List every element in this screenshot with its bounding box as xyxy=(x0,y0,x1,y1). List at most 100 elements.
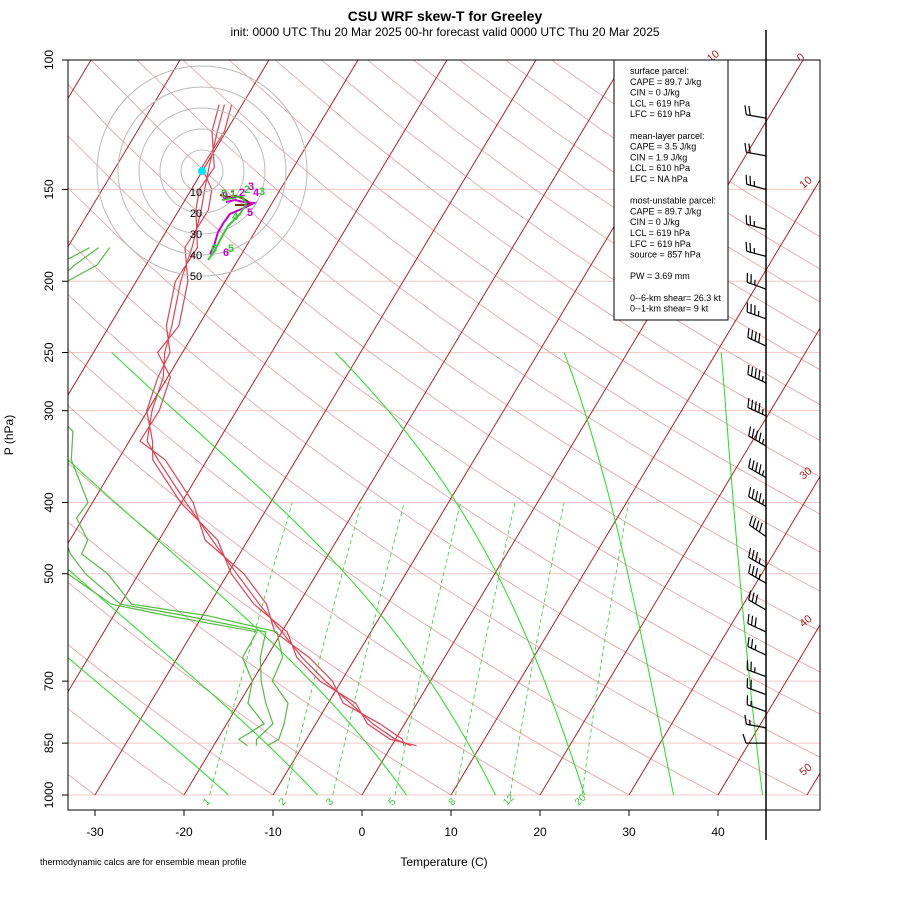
wind-barb-shaft xyxy=(747,646,767,656)
wind-barb-shaft xyxy=(747,687,767,696)
mixing-ratio-label: 5 xyxy=(386,796,398,808)
plot-frame xyxy=(67,59,821,811)
wind-barb-flag xyxy=(749,515,753,526)
stats-line: LCL = 610 hPa xyxy=(630,163,690,173)
wind-barb-flag xyxy=(754,617,757,627)
dry-adiabat-line xyxy=(182,60,820,515)
y-tick-label: 700 xyxy=(42,671,56,691)
wind-barb-flag xyxy=(755,462,759,472)
wind-barb-half-flag xyxy=(761,409,764,415)
mixing-ratio-line xyxy=(581,502,629,796)
wind-barb xyxy=(747,613,767,633)
wind-barb-shaft xyxy=(747,669,767,678)
mixing-ratio-line xyxy=(455,502,516,796)
wind-barb xyxy=(746,302,767,320)
x-tick-label: -20 xyxy=(175,825,193,839)
moist-adiabat-line xyxy=(68,568,318,796)
y-tick-label: 300 xyxy=(42,400,56,420)
hodograph-ring xyxy=(180,149,224,193)
hodograph-ring-label: 50 xyxy=(190,271,202,283)
wind-barb-flag xyxy=(751,489,755,499)
moist-adiabat-line xyxy=(68,459,407,796)
wind-barb-half-flag xyxy=(758,573,761,580)
stats-line: most-unstable parcel: xyxy=(630,196,716,206)
wind-barb-flag xyxy=(755,491,759,501)
x-tick-label: -30 xyxy=(86,825,104,839)
stats-line: LFC = NA hPa xyxy=(630,174,688,184)
wind-barb-flag xyxy=(748,563,752,574)
stats-line: 0--6-km shear= 26.3 kt xyxy=(630,293,721,303)
moist-adiabat-line xyxy=(563,352,674,796)
wind-barb-flag xyxy=(751,460,755,470)
wind-barb-flag xyxy=(752,518,757,528)
wind-barb-shaft xyxy=(746,223,767,230)
wind-barb-shaft xyxy=(746,151,767,157)
wind-barb-flag xyxy=(744,142,747,153)
y-tick-label: 150 xyxy=(42,179,56,199)
wind-barb-shaft xyxy=(747,406,767,417)
wind-barb-flag xyxy=(758,493,762,503)
wind-barb-shaft xyxy=(747,281,767,290)
profiles xyxy=(68,104,417,747)
dry-adiabat-line xyxy=(367,60,820,371)
chart-title: CSU WRF skew-T for Greeley xyxy=(348,8,543,24)
wind-barb-flag xyxy=(747,398,750,408)
wind-barb-flag xyxy=(755,594,759,605)
wind-barb xyxy=(747,328,767,347)
wind-barb-flag xyxy=(758,333,761,343)
y-tick-label: 250 xyxy=(42,342,56,362)
x-tick-label: 0 xyxy=(359,825,366,839)
wind-barb-flag xyxy=(749,242,752,253)
wind-barb-shaft xyxy=(748,556,767,568)
wind-barb-flag xyxy=(751,592,755,603)
wind-barb-flag xyxy=(748,143,751,154)
hodograph-trace xyxy=(207,194,248,261)
hodograph-height-label: 2 xyxy=(244,184,250,196)
stats-line: PW = 3.69 mm xyxy=(630,271,690,281)
wind-barb-flag xyxy=(750,615,754,626)
wind-barb-flag xyxy=(751,565,755,576)
wind-barb-shaft xyxy=(748,435,767,447)
dry-adiabat-line xyxy=(68,293,808,796)
hodograph-trace xyxy=(209,198,258,255)
wind-barb-flag xyxy=(745,241,748,252)
stats-line: LFC = 619 hPa xyxy=(630,109,691,119)
isotherm-line xyxy=(450,179,820,796)
wind-barb-flag xyxy=(755,551,759,562)
dry-adiabat-line xyxy=(68,405,630,796)
stats-line: mean-layer parcel: xyxy=(630,131,705,141)
wind-barb-shaft xyxy=(747,622,767,633)
hodograph-ring-label: 40 xyxy=(190,250,202,262)
wind-barb-shaft xyxy=(747,704,767,713)
isotherm-label: 40 xyxy=(798,613,815,630)
dewpoint-profile-line xyxy=(68,247,289,747)
wind-barb-flag xyxy=(758,522,763,533)
mixing-ratio-line xyxy=(509,502,565,796)
y-axis-label: P (hPa) xyxy=(2,415,16,455)
footnote: thermodynamic calcs are for ensemble mea… xyxy=(40,857,247,867)
x-tick-label: 40 xyxy=(711,825,725,839)
wind-barb-flag xyxy=(758,403,761,413)
wind-barb-half-flag xyxy=(754,644,757,651)
wind-barb xyxy=(746,678,767,696)
wind-barb-flag xyxy=(755,520,760,530)
isotherm-line xyxy=(94,60,537,796)
isotherm-line xyxy=(68,60,359,545)
hodograph-height-label: 0 xyxy=(221,188,227,200)
hodograph-height-label: 5 xyxy=(228,243,234,255)
wind-barb-flag xyxy=(754,401,757,411)
hodograph-height-label: 1 xyxy=(230,188,236,200)
hodograph-height-label: 6 xyxy=(211,243,217,255)
isotherm-line xyxy=(68,60,270,396)
mixing-ratio-label: 1 xyxy=(201,796,213,808)
hodograph-height-label: 0 xyxy=(222,190,228,202)
stats-box-frame xyxy=(613,59,729,321)
wind-barb xyxy=(749,515,767,538)
wind-barb xyxy=(746,272,767,290)
wind-barb-flag xyxy=(748,426,752,437)
y-tick-label: 500 xyxy=(42,563,56,583)
wind-barb xyxy=(748,458,767,479)
stats-line: 0--1-km shear= 9 kt xyxy=(630,304,709,314)
